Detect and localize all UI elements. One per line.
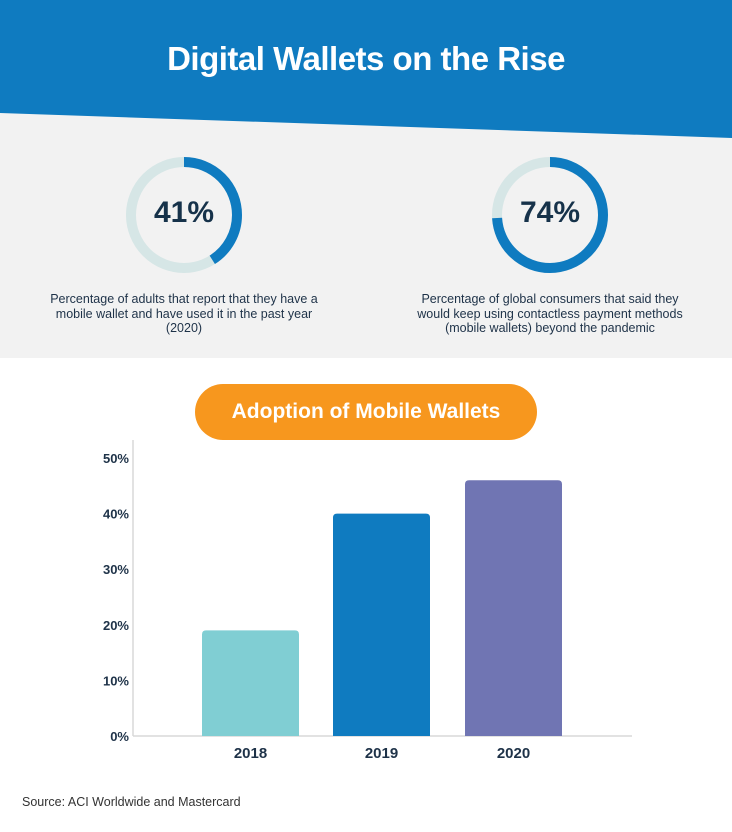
x-tick-label: 2018 — [234, 745, 267, 762]
bar-2018 — [202, 630, 299, 736]
header-band — [0, 0, 732, 138]
y-tick-label: 10% — [103, 673, 129, 688]
y-tick-label: 50% — [103, 451, 129, 466]
y-tick-label: 0% — [110, 729, 129, 744]
ring-progress — [126, 157, 242, 273]
chart-title: Adoption of Mobile Wallets — [195, 384, 537, 440]
bar-2020 — [465, 480, 562, 736]
y-tick-label: 30% — [103, 562, 129, 577]
bar-chart: 0% 10% 20% 30% 40% 50% 2018 2019 2020 — [103, 440, 632, 762]
page-title: Digital Wallets on the Rise — [167, 40, 565, 77]
stat-value-1: 41% — [153, 196, 215, 229]
source-note: Source: ACI Worldwide and Mastercard — [22, 795, 241, 809]
stats-band — [0, 100, 732, 358]
stat-description-2: Percentage of global consumers that said… — [417, 292, 683, 335]
ring-progress — [492, 157, 608, 273]
x-tick-label: 2020 — [497, 745, 530, 762]
x-tick-label: 2019 — [365, 745, 398, 762]
y-tick-label: 20% — [103, 618, 129, 633]
stat-value-2: 74% — [519, 196, 581, 229]
y-tick-label: 40% — [103, 507, 129, 522]
bar-2019 — [333, 513, 430, 736]
stat-description-1: Percentage of adults that report that th… — [50, 292, 318, 335]
